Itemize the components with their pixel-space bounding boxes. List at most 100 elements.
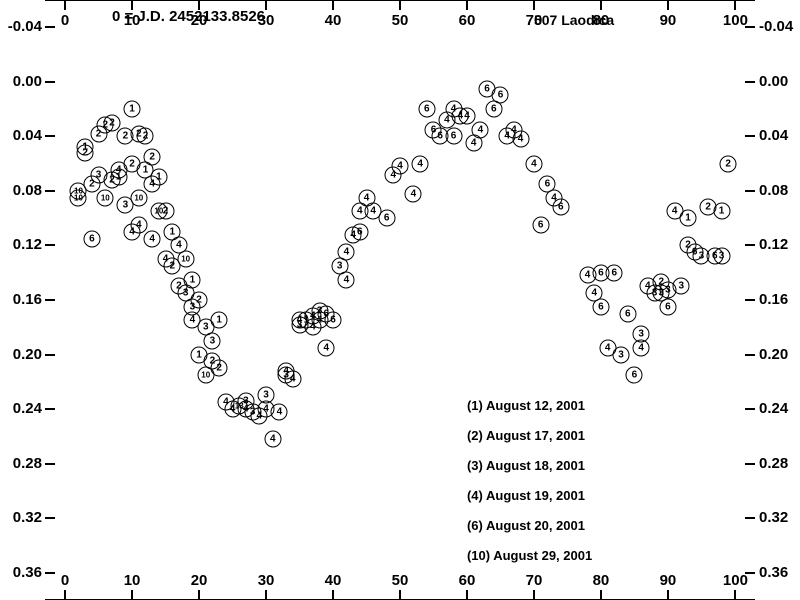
x-tick-top [265,0,267,10]
data-point: 2 [77,144,94,161]
x-tick-label-top: 50 [388,12,412,29]
lightcurve-chart: 0010102020303040405050606070708080909010… [0,0,800,600]
data-point: 6 [552,199,569,216]
y-tick-label-left: 0.32 [2,509,42,526]
data-point: 4 [284,371,301,388]
data-point: 4 [130,217,147,234]
x-tick-top [734,0,736,10]
legend-item: (2) August 17, 2001 [467,428,585,443]
y-tick-left [45,517,55,519]
data-point: 6 [659,298,676,315]
x-tick-label-top: 90 [656,12,680,29]
legend-item: (10) August 29, 2001 [467,548,592,563]
x-tick-top [533,0,535,10]
data-point: 2 [191,292,208,309]
x-tick-label-top: 40 [321,12,345,29]
x-tick-label-bottom: 100 [723,572,747,589]
x-tick-top [600,0,602,10]
data-point: 2 [103,114,120,131]
data-point: 2 [144,148,161,165]
data-point: 6 [445,128,462,145]
data-point: 4 [525,155,542,172]
data-point: 4 [472,121,489,138]
y-tick-right [745,408,755,410]
y-tick-right [745,81,755,83]
x-tick-label-bottom: 70 [522,572,546,589]
data-point: 2 [211,360,228,377]
y-tick-left [45,81,55,83]
x-tick-label-bottom: 60 [455,572,479,589]
y-tick-label-right: 0.28 [759,455,799,472]
data-point: 1 [184,271,201,288]
y-tick-right [745,26,755,28]
x-tick-top [399,0,401,10]
data-point: 4 [412,155,429,172]
data-point: 1 [150,169,167,186]
data-point: 1 [211,312,228,329]
data-point: 6 [592,298,609,315]
data-point: 1 [680,210,697,227]
y-tick-right [745,354,755,356]
y-tick-label-right: 0.00 [759,73,799,90]
data-point: 4 [405,185,422,202]
x-tick-label-top: 100 [723,12,747,29]
y-tick-label-left: 0.24 [2,400,42,417]
data-point: 1 [124,101,141,118]
y-tick-left [45,299,55,301]
y-tick-right [745,463,755,465]
x-tick-label-bottom: 80 [589,572,613,589]
x-tick-label-top: 0 [53,12,77,29]
x-tick-top [667,0,669,10]
data-point: 6 [351,223,368,240]
y-tick-label-right: 0.12 [759,236,799,253]
data-point: 10 [177,251,194,268]
y-tick-left [45,572,55,574]
y-tick-left [45,135,55,137]
y-tick-left [45,190,55,192]
data-point: 6 [532,217,549,234]
data-point: 1 [713,203,730,220]
data-point: 6 [492,87,509,104]
data-point: 4 [392,158,409,175]
y-tick-label-left: 0.20 [2,346,42,363]
data-point: 2 [720,155,737,172]
data-point: 3 [613,346,630,363]
data-point: 6 [626,367,643,384]
data-point: 4 [338,244,355,261]
legend-item: (3) August 18, 2001 [467,458,585,473]
data-point: 3 [673,278,690,295]
y-tick-label-right: -0.04 [759,18,799,35]
y-tick-label-right: 0.04 [759,127,799,144]
data-point: 6 [378,210,395,227]
y-tick-label-right: 0.20 [759,346,799,363]
legend-item: (6) August 20, 2001 [467,518,585,533]
y-tick-label-left: 0.08 [2,182,42,199]
y-tick-left [45,354,55,356]
y-tick-label-left: 0.16 [2,291,42,308]
data-point: 2 [157,203,174,220]
x-tick-label-bottom: 20 [187,572,211,589]
x-tick-top [332,0,334,10]
data-point: 4 [318,339,335,356]
x-tick-top [466,0,468,10]
data-point: 4 [512,131,529,148]
x-tick-label-bottom: 30 [254,572,278,589]
data-point: 10 [97,189,114,206]
y-tick-right [745,517,755,519]
y-tick-right [745,299,755,301]
data-point: 4 [264,431,281,448]
y-tick-left [45,26,55,28]
y-tick-right [745,244,755,246]
data-point: 6 [619,305,636,322]
data-point: 2 [137,128,154,145]
x-tick-label-bottom: 0 [53,572,77,589]
y-tick-left [45,244,55,246]
y-tick-right [745,190,755,192]
y-tick-label-right: 0.16 [759,291,799,308]
data-point: 4 [144,230,161,247]
y-tick-right [745,572,755,574]
x-tick-label-top: 60 [455,12,479,29]
data-point: 10 [130,189,147,206]
y-tick-label-left: 0.00 [2,73,42,90]
x-tick-label-bottom: 90 [656,572,680,589]
